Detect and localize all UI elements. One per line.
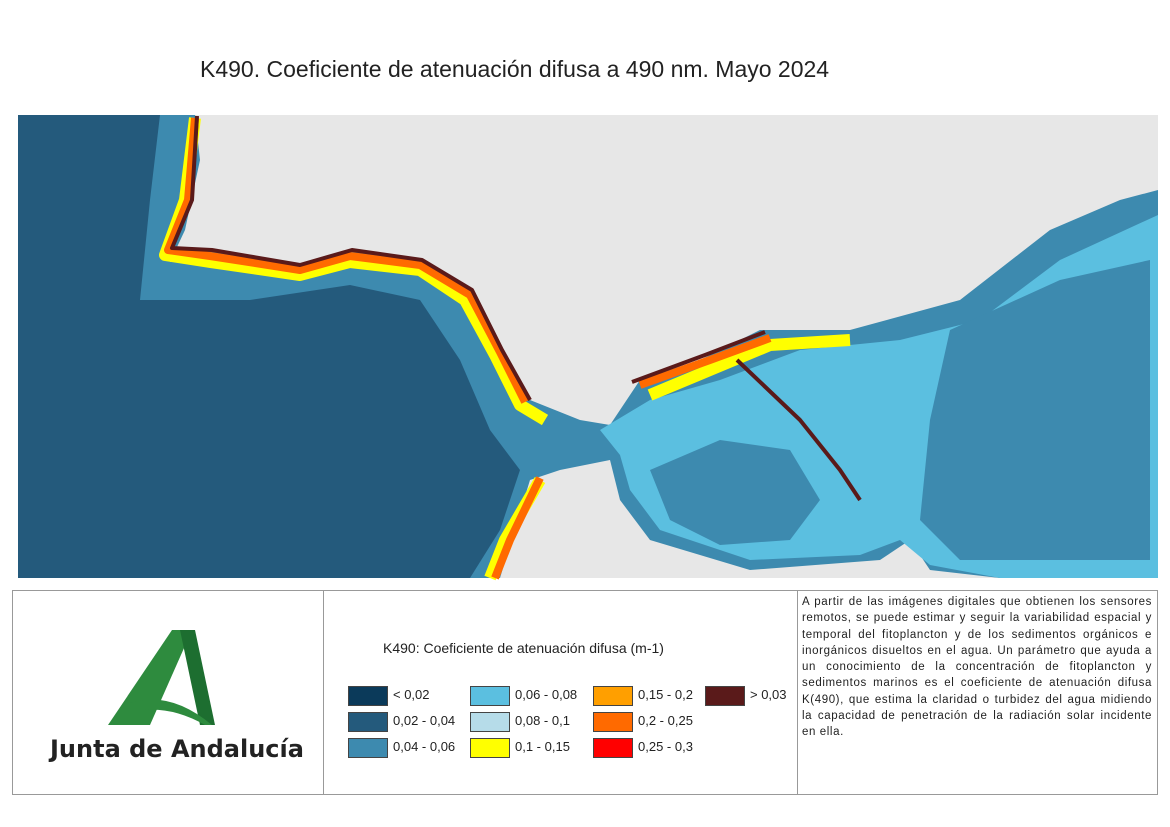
legend-label: 0,06 - 0,08 [515,687,578,702]
legend-label: 0,15 - 0,2 [638,687,693,702]
legend-swatch [593,738,633,758]
legend-label: 0,25 - 0,3 [638,739,693,754]
logo-mark [108,630,215,725]
divider [797,591,798,794]
map-title: K490. Coeficiente de atenuación difusa a… [200,56,830,82]
legend-label: 0,08 - 0,1 [515,713,570,728]
legend-label: < 0,02 [393,687,430,702]
divider [323,591,324,794]
legend-swatch [593,712,633,732]
legend-title: K490: Coeficiente de atenuación difusa (… [383,640,664,656]
legend-swatch [593,686,633,706]
description: A partir de las imágenes digitales que o… [802,596,1152,739]
legend-swatch [348,686,388,706]
logo-text: Junta de Andalucía [50,735,304,763]
coastal-turbidity [159,115,862,581]
legend-swatch [348,712,388,732]
legend-swatch [470,738,510,758]
legend-panel [12,590,1158,795]
legend-swatch [470,686,510,706]
med-deep [650,260,1150,560]
legend-swatch [705,686,745,706]
legend-label: 0,02 - 0,04 [393,713,456,728]
atlantic-deep [18,115,520,578]
legend-label: > 0,03 [750,687,787,702]
legend-swatch [470,712,510,732]
legend-label: 0,1 - 0,15 [515,739,570,754]
legend-label: 0,2 - 0,25 [638,713,693,728]
legend-swatch [348,738,388,758]
legend-label: 0,04 - 0,06 [393,739,456,754]
